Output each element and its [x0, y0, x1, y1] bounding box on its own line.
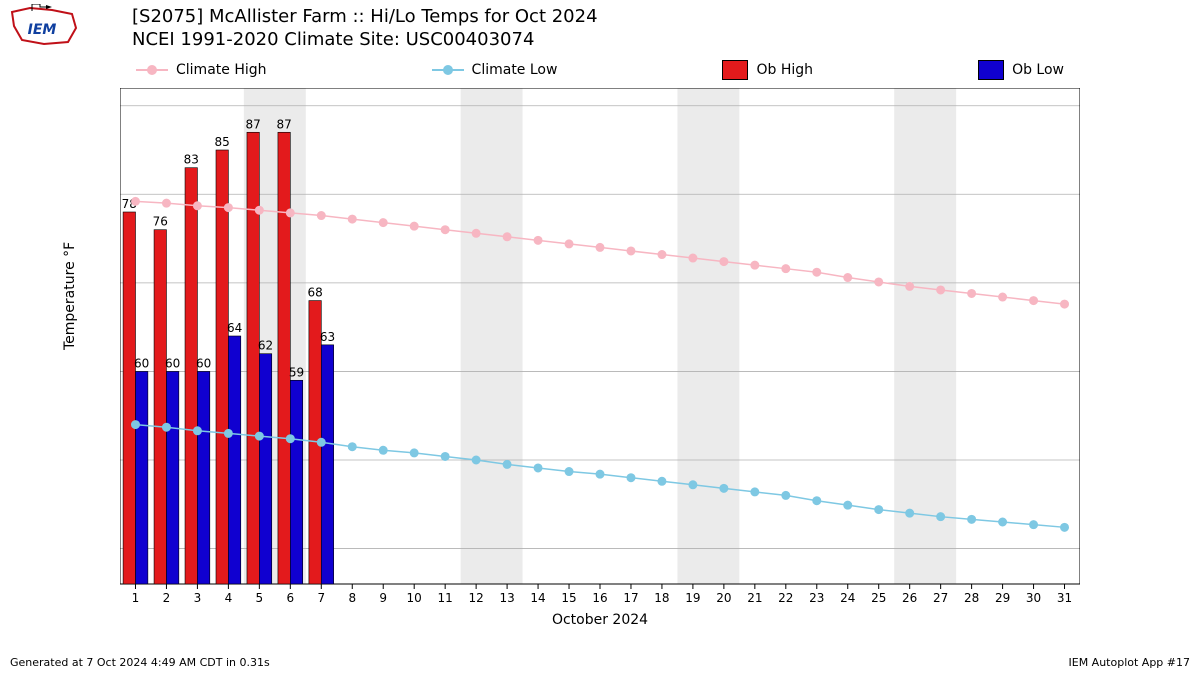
- legend-ob-high: Ob High: [722, 60, 813, 80]
- svg-text:87: 87: [276, 117, 291, 131]
- legend-label-climate-high: Climate High: [176, 62, 267, 78]
- svg-text:63: 63: [320, 330, 335, 344]
- svg-text:2: 2: [163, 591, 171, 605]
- svg-text:87: 87: [246, 117, 261, 131]
- svg-text:15: 15: [561, 591, 576, 605]
- svg-text:IEM: IEM: [28, 22, 57, 38]
- svg-text:5: 5: [256, 591, 264, 605]
- svg-text:19: 19: [685, 591, 700, 605]
- svg-text:16: 16: [592, 591, 607, 605]
- svg-text:27: 27: [933, 591, 948, 605]
- svg-text:17: 17: [623, 591, 638, 605]
- svg-text:24: 24: [840, 591, 855, 605]
- legend: Climate High Climate Low Ob High Ob Low: [120, 56, 1080, 84]
- svg-text:85: 85: [215, 135, 230, 149]
- svg-text:9: 9: [379, 591, 387, 605]
- svg-text:76: 76: [153, 215, 168, 229]
- chart-area: 4050607080901234567891011121314151617181…: [120, 88, 1080, 608]
- svg-text:7: 7: [317, 591, 325, 605]
- svg-text:18: 18: [654, 591, 669, 605]
- x-axis-label: October 2024: [120, 612, 1080, 628]
- legend-ob-low: Ob Low: [978, 60, 1064, 80]
- svg-text:31: 31: [1057, 591, 1072, 605]
- svg-text:59: 59: [289, 365, 304, 379]
- svg-text:3: 3: [194, 591, 202, 605]
- svg-text:1: 1: [132, 591, 140, 605]
- iem-logo: IEM: [8, 4, 80, 48]
- legend-label-climate-low: Climate Low: [472, 62, 558, 78]
- svg-text:14: 14: [530, 591, 545, 605]
- svg-text:11: 11: [438, 591, 453, 605]
- svg-text:28: 28: [964, 591, 979, 605]
- svg-text:23: 23: [809, 591, 824, 605]
- svg-text:26: 26: [902, 591, 917, 605]
- svg-text:62: 62: [258, 339, 273, 353]
- svg-text:25: 25: [871, 591, 886, 605]
- svg-text:64: 64: [227, 321, 242, 335]
- svg-text:60: 60: [196, 356, 211, 370]
- svg-text:60: 60: [165, 356, 180, 370]
- svg-text:21: 21: [747, 591, 762, 605]
- footer-generated: Generated at 7 Oct 2024 4:49 AM CDT in 0…: [10, 656, 270, 669]
- title-line-2: NCEI 1991-2020 Climate Site: USC00403074: [132, 29, 598, 52]
- svg-text:4: 4: [225, 591, 233, 605]
- svg-text:22: 22: [778, 591, 793, 605]
- svg-text:30: 30: [1026, 591, 1041, 605]
- chart-title: [S2075] McAllister Farm :: Hi/Lo Temps f…: [132, 6, 598, 51]
- svg-text:29: 29: [995, 591, 1010, 605]
- legend-label-ob-high: Ob High: [756, 62, 813, 78]
- svg-text:10: 10: [407, 591, 422, 605]
- legend-label-ob-low: Ob Low: [1012, 62, 1064, 78]
- svg-text:68: 68: [307, 286, 322, 300]
- svg-text:8: 8: [348, 591, 356, 605]
- legend-climate-high: Climate High: [136, 62, 267, 78]
- svg-text:83: 83: [184, 153, 199, 167]
- legend-climate-low: Climate Low: [432, 62, 558, 78]
- svg-text:13: 13: [499, 591, 514, 605]
- svg-text:60: 60: [134, 356, 149, 370]
- title-line-1: [S2075] McAllister Farm :: Hi/Lo Temps f…: [132, 6, 598, 29]
- svg-text:6: 6: [287, 591, 295, 605]
- svg-text:20: 20: [716, 591, 731, 605]
- footer-app: IEM Autoplot App #17: [1069, 656, 1191, 669]
- svg-text:12: 12: [468, 591, 483, 605]
- y-axis-label: Temperature °F: [62, 242, 78, 350]
